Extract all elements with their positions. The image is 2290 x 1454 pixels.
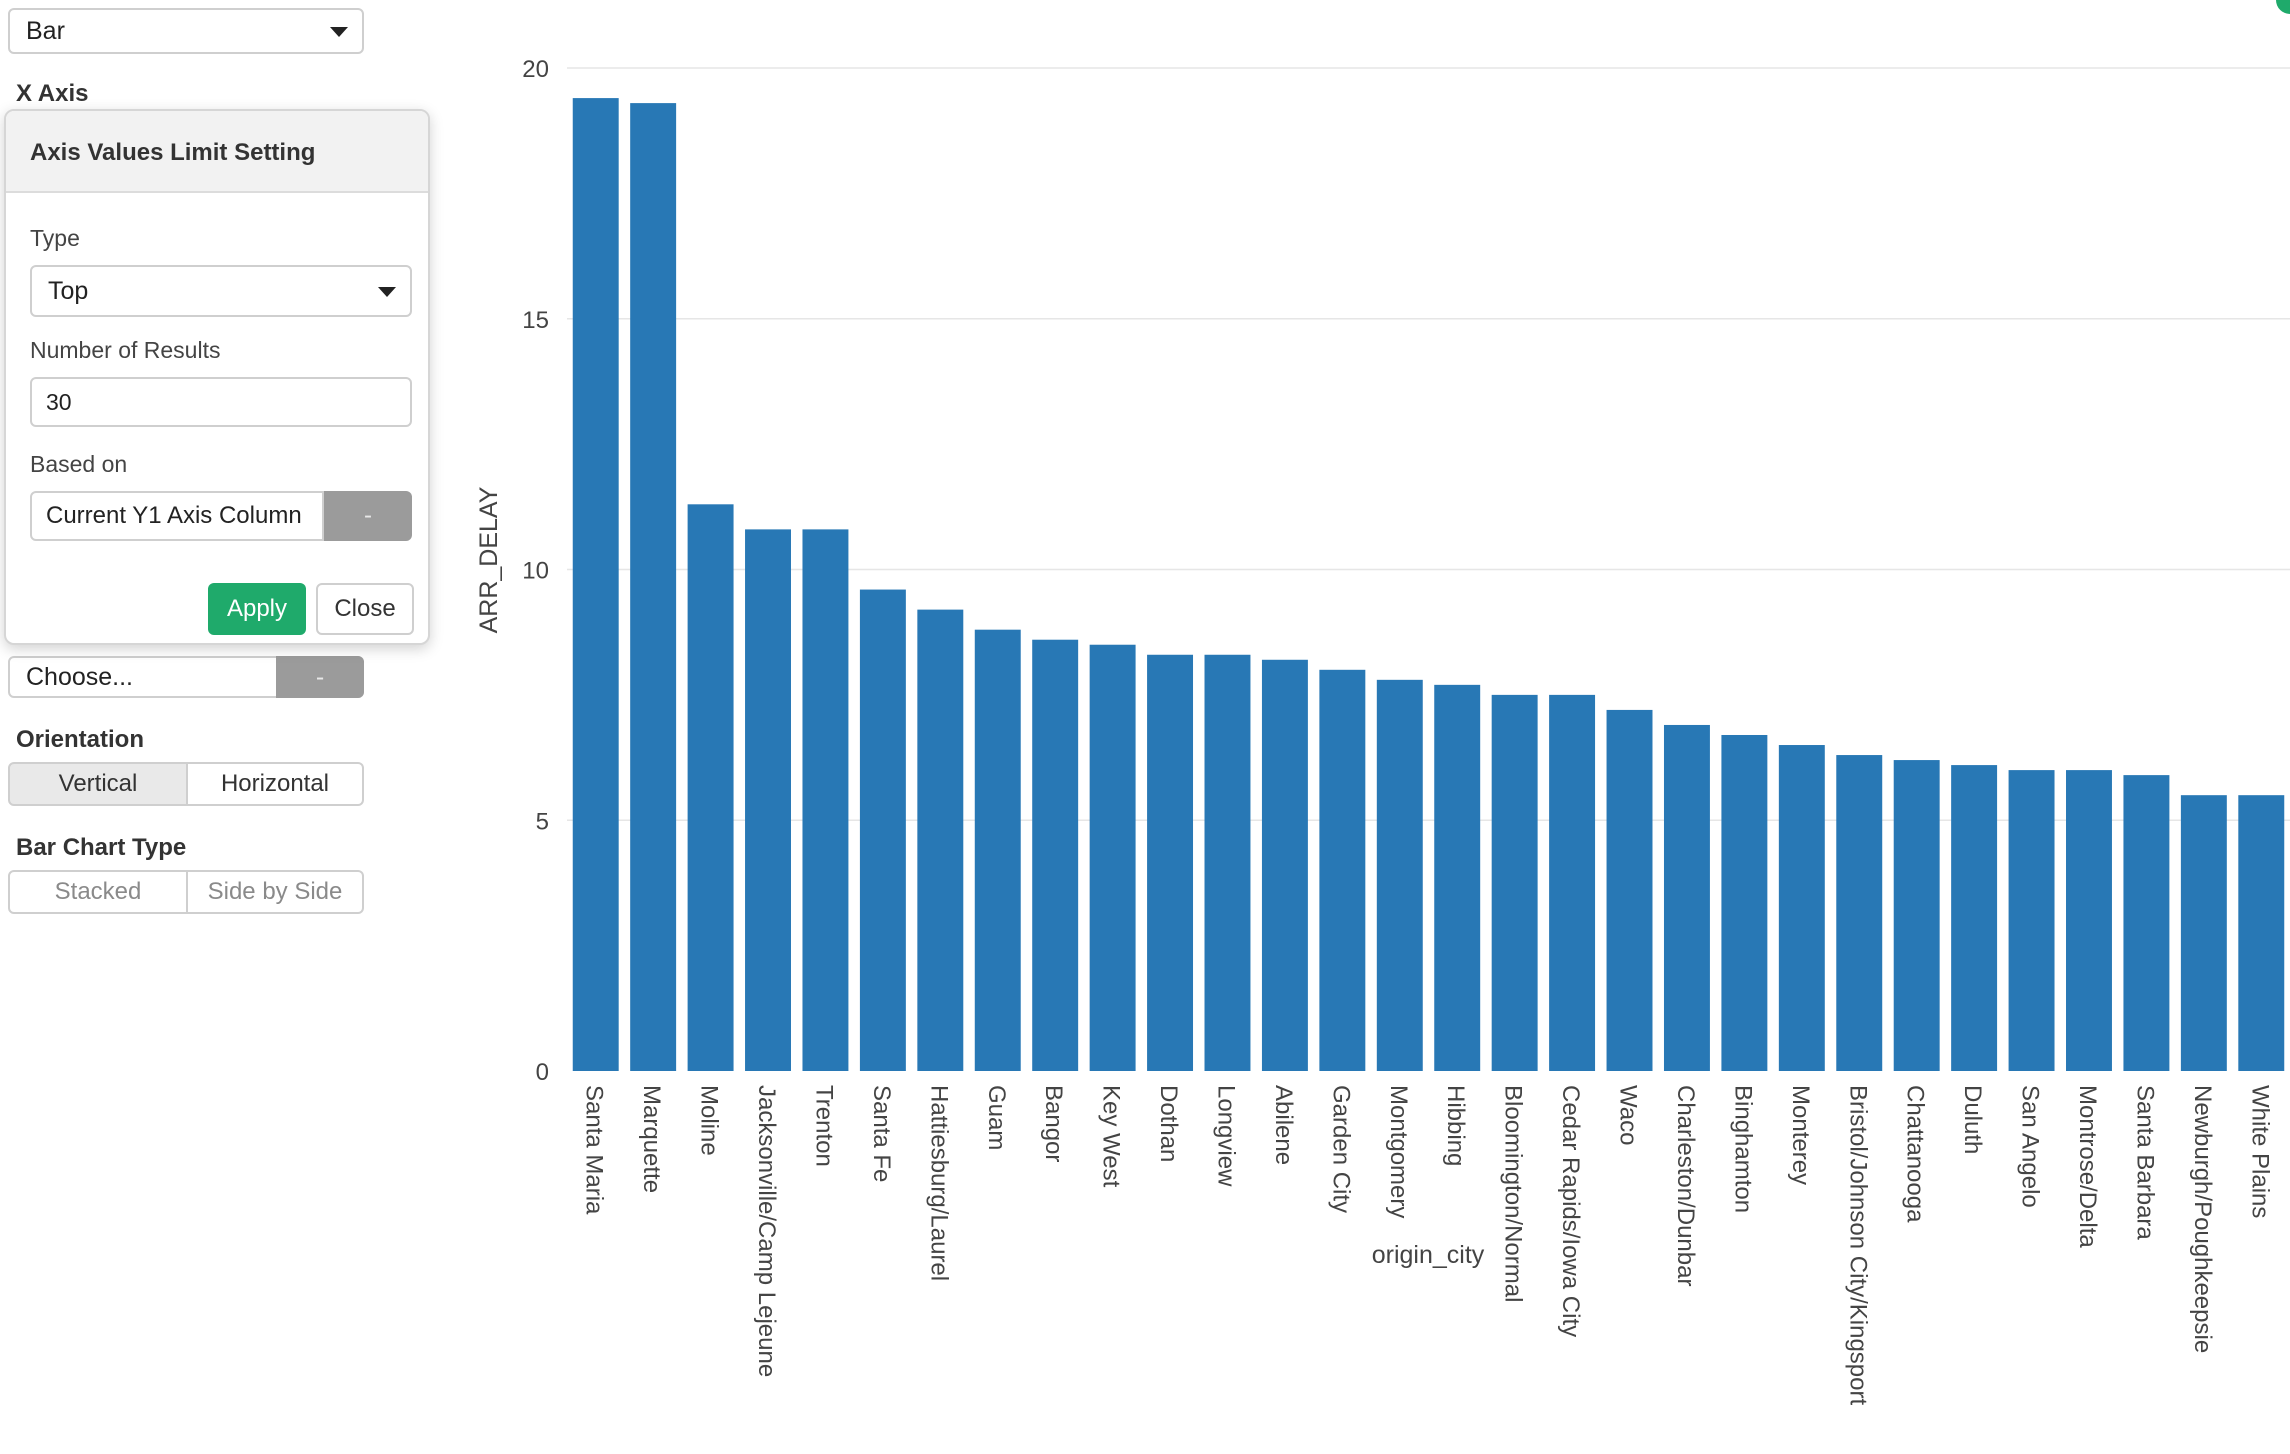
choose-value: Choose... bbox=[26, 662, 134, 691]
bar bbox=[917, 609, 964, 1071]
stacked-button[interactable]: Stacked bbox=[8, 870, 188, 914]
based-on-group: Current Y1 Axis Column - bbox=[30, 491, 412, 541]
bar bbox=[1204, 654, 1251, 1071]
bar bbox=[2123, 775, 2170, 1071]
based-on-select[interactable]: Current Y1 Axis Column bbox=[30, 491, 324, 541]
x-tick-label: Hattiesburg/Laurel bbox=[925, 1085, 952, 1281]
bar bbox=[687, 504, 734, 1071]
x-axis-label: X Axis bbox=[16, 80, 89, 107]
bar bbox=[1491, 694, 1538, 1071]
orientation-label: Orientation bbox=[16, 726, 145, 753]
y-tick-label: 20 bbox=[522, 56, 549, 83]
x-tick-label: Key West bbox=[1098, 1085, 1125, 1188]
x-tick-label: Hibbing bbox=[1442, 1085, 1469, 1166]
bar bbox=[974, 629, 1021, 1071]
x-tick-label: Binghamton bbox=[1729, 1085, 1756, 1213]
y-tick-label: 15 bbox=[522, 307, 549, 334]
x-tick-label: Chattanooga bbox=[1902, 1085, 1929, 1223]
x-tick-label: Marquette bbox=[638, 1085, 665, 1193]
y-axis-title: ARR_DELAY bbox=[475, 486, 503, 633]
x-tick-label: Bloomington/Normal bbox=[1500, 1085, 1527, 1302]
bar-chart-type-label: Bar Chart Type bbox=[16, 834, 187, 861]
bar bbox=[745, 529, 791, 1071]
x-tick-label: Bangor bbox=[1040, 1085, 1067, 1162]
bar bbox=[1893, 760, 1940, 1071]
axis-values-limit-popover: Axis Values Limit Setting Type Top Numbe… bbox=[4, 109, 430, 645]
bar bbox=[630, 103, 677, 1072]
bar bbox=[2008, 770, 2055, 1071]
x-tick-label: Waco bbox=[1615, 1085, 1642, 1145]
choose-select[interactable]: Choose... - bbox=[8, 656, 364, 698]
bar bbox=[1778, 745, 1825, 1071]
bar bbox=[1951, 765, 1998, 1071]
x-tick-label: White Plains bbox=[2246, 1085, 2273, 1218]
x-tick-label: Santa Barbara bbox=[2131, 1085, 2158, 1240]
bar bbox=[859, 589, 906, 1071]
chart-type-select[interactable]: Bar bbox=[8, 8, 364, 54]
bar bbox=[1663, 724, 1710, 1071]
close-button[interactable]: Close bbox=[316, 583, 414, 635]
bar bbox=[1549, 694, 1596, 1071]
x-tick-label: Dothan bbox=[1155, 1085, 1182, 1162]
y-tick-label: 5 bbox=[536, 808, 549, 835]
bar bbox=[1376, 679, 1423, 1071]
x-axis-title: origin_city bbox=[1372, 1241, 1485, 1269]
orientation-vertical-button[interactable]: Vertical bbox=[8, 762, 188, 806]
bar bbox=[1032, 639, 1079, 1071]
bar bbox=[802, 529, 849, 1071]
popover-title: Axis Values Limit Setting bbox=[30, 139, 316, 166]
apply-button[interactable]: Apply bbox=[208, 583, 306, 635]
orientation-horizontal-button[interactable]: Horizontal bbox=[188, 762, 364, 806]
popover-header: Axis Values Limit Setting bbox=[6, 111, 428, 193]
bar bbox=[1721, 734, 1768, 1071]
x-tick-label: Cedar Rapids/Iowa City bbox=[1557, 1085, 1584, 1337]
number-of-results-input[interactable]: 30 bbox=[30, 377, 412, 427]
x-tick-label: Garden City bbox=[1327, 1085, 1354, 1213]
x-tick-label: San Angelo bbox=[2017, 1085, 2044, 1208]
settings-sidebar: Bar X Axis Choose... - Orientation Verti… bbox=[0, 0, 470, 1454]
y-tick-label: 0 bbox=[536, 1059, 549, 1086]
x-tick-label: Newburgh/Poughkeepsie bbox=[2189, 1085, 2216, 1353]
x-tick-label: Abilene bbox=[1270, 1085, 1297, 1165]
chevron-down-icon bbox=[330, 27, 348, 37]
bar bbox=[2066, 770, 2112, 1071]
x-tick-label: Santa Maria bbox=[581, 1085, 608, 1215]
choose-clear-button[interactable]: - bbox=[276, 656, 364, 698]
x-tick-label: Santa Fe bbox=[868, 1085, 895, 1182]
type-label: Type bbox=[30, 225, 80, 251]
bar bbox=[1434, 684, 1481, 1071]
type-select[interactable]: Top bbox=[30, 265, 412, 317]
bar bbox=[1147, 654, 1194, 1071]
chart-type-value: Bar bbox=[26, 16, 65, 45]
y-tick-label: 10 bbox=[522, 558, 549, 585]
x-tick-label: Monterey bbox=[1787, 1085, 1814, 1185]
bar bbox=[1261, 659, 1308, 1071]
bar bbox=[2180, 795, 2227, 1071]
chevron-down-icon bbox=[378, 287, 396, 297]
based-on-clear-button[interactable]: - bbox=[324, 491, 412, 541]
x-tick-label: Bristol/Johnson City/Kingsport bbox=[1844, 1085, 1871, 1405]
side-by-side-button[interactable]: Side by Side bbox=[188, 870, 364, 914]
bar bbox=[1836, 755, 1883, 1071]
bar bbox=[572, 98, 619, 1072]
x-tick-label: Moline bbox=[696, 1085, 723, 1156]
x-tick-label: Montrose/Delta bbox=[2074, 1085, 2101, 1248]
x-tick-label: Trenton bbox=[810, 1085, 837, 1167]
x-tick-label: Longview bbox=[1212, 1085, 1239, 1187]
bar-chart: 0 5 10 15 20 Santa Maria Marquette Moline Jackso… bbox=[475, 56, 2290, 1405]
x-tick-label: Duluth bbox=[1959, 1085, 1986, 1154]
bar bbox=[2238, 795, 2285, 1071]
based-on-label: Based on bbox=[30, 451, 128, 477]
results-label: Number of Results bbox=[30, 337, 221, 363]
bar bbox=[1606, 709, 1653, 1071]
x-tick-label: Montgomery bbox=[1385, 1085, 1412, 1218]
x-tick-label: Jacksonville/Camp Lejeune bbox=[753, 1085, 780, 1377]
x-tick-label: Charleston/Dunbar bbox=[1672, 1085, 1699, 1286]
bar bbox=[1089, 644, 1136, 1071]
type-value: Top bbox=[48, 276, 89, 305]
bar bbox=[1319, 669, 1366, 1071]
x-tick-label: Guam bbox=[983, 1085, 1010, 1150]
